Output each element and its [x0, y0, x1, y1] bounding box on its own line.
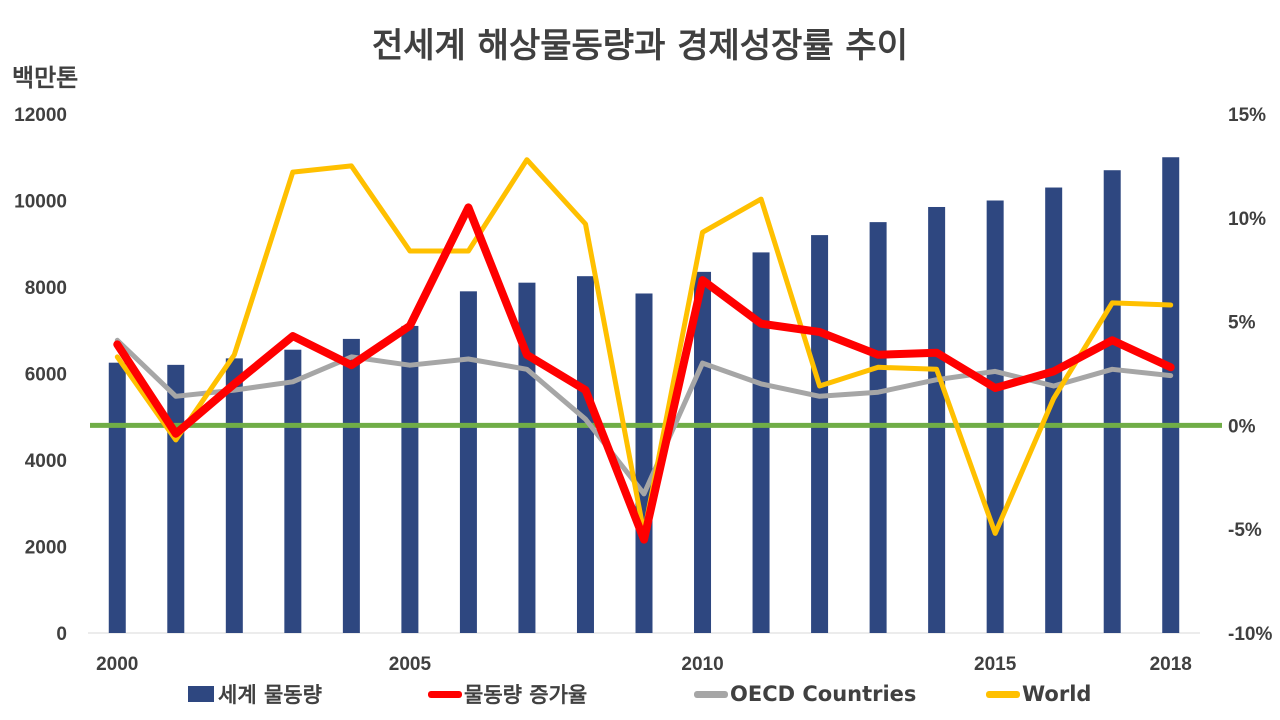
chart-canvas: 0 2000 4000 6000 8000 10000 12000 -10% -5% 0% 5% 10… [14, 105, 1272, 675]
left-axis-tick-label: 2000 [25, 538, 67, 559]
right-axis-tick-label: 10% [1228, 209, 1266, 230]
bar-world-volume-2018 [1162, 157, 1180, 633]
left-axis-tick-label: 8000 [25, 278, 67, 299]
bar-world-volume-2003 [284, 349, 302, 633]
legend-swatch-growth-rate [428, 690, 462, 698]
x-axis-tick-label: 2000 [96, 654, 138, 675]
left-axis-tick-label: 12000 [14, 105, 67, 126]
legend-swatch-oecd [694, 690, 728, 698]
bar-world-volume-2008 [576, 276, 594, 633]
bar-world-volume-2006 [459, 291, 477, 633]
bar-world-volume-2011 [752, 252, 770, 633]
legend-label-growth-rate: 물동량 증가율 [464, 683, 588, 707]
bar-world-volume-2010 [694, 271, 712, 633]
legend-item-oecd: OECD Countries [694, 680, 916, 708]
x-axis-tick-label: 2005 [389, 654, 432, 675]
bar-world-volume-2000 [108, 362, 126, 633]
line-series-oecd [114, 337, 1174, 497]
bar-world-volume-2015 [986, 200, 1004, 633]
left-axis-tick-label: 10000 [14, 192, 67, 213]
right-axis-tick-label: 15% [1228, 105, 1266, 126]
left-axis-tick-label: 6000 [25, 365, 67, 386]
left-axis-tick-label: 0 [56, 624, 67, 645]
bar-world-volume-2004 [342, 338, 360, 633]
legend-item-growth-rate: 물동량 증가율 [428, 680, 587, 708]
line-series-growth-rate [113, 203, 1175, 544]
chart-legend: 세계 물동량 물동량 증가율 OECD Countries World [0, 680, 1280, 708]
right-axis-tick-label: -5% [1228, 520, 1262, 541]
left-axis-tick-label: 4000 [25, 451, 67, 472]
right-axis-tick-label: 0% [1228, 416, 1256, 437]
legend-swatch-world [986, 690, 1020, 698]
right-axis-tick-label: -10% [1228, 624, 1272, 645]
bar-world-volume-2016 [1045, 187, 1063, 633]
chart-title: 전세계 해상물동량과 경제성장률 추이 [372, 26, 908, 66]
x-axis-tick-label: 2018 [1150, 654, 1192, 675]
axis-labels: 0 2000 4000 6000 8000 10000 12000 -10% -5% 0% 5% 10… [14, 105, 1272, 675]
line-series-group [90, 157, 1222, 544]
bar-world-volume-2009 [635, 293, 653, 633]
bar-series-world-volume [108, 157, 1180, 634]
left-axis-unit-label: 백만톤 [12, 64, 79, 92]
bar-world-volume-2012 [811, 235, 829, 633]
legend-swatch-world-volume [188, 686, 214, 702]
bar-world-volume-2002 [225, 358, 243, 633]
right-axis-tick-label: 5% [1228, 313, 1256, 334]
bar-world-volume-2005 [401, 325, 419, 633]
x-axis-tick-label: 2015 [974, 654, 1017, 675]
legend-label-oecd: OECD Countries [730, 682, 917, 706]
legend-item-world-volume: 세계 물동량 [188, 680, 322, 708]
bar-world-volume-2014 [928, 206, 946, 634]
legend-item-world: World [986, 680, 1091, 708]
legend-label-world-volume: 세계 물동량 [218, 683, 322, 707]
x-axis-tick-label: 2010 [681, 654, 723, 675]
bar-world-volume-2001 [167, 364, 185, 633]
legend-label-world: World [1022, 682, 1092, 706]
bar-world-volume-2017 [1103, 170, 1121, 633]
